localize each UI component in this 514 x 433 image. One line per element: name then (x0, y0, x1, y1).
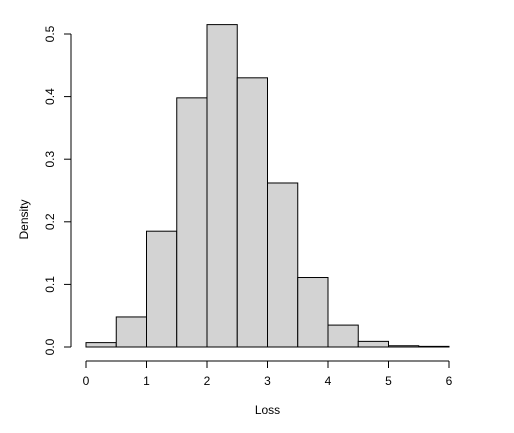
histogram-bar (388, 345, 420, 348)
histogram-bar (418, 345, 450, 348)
x-tick-label: 3 (264, 374, 271, 388)
histogram-bar (176, 97, 208, 348)
x-tick-label: 1 (143, 374, 150, 388)
histogram-bar (146, 230, 178, 348)
histogram-bar (327, 324, 359, 348)
histogram-bar (115, 316, 147, 348)
x-tick-label: 2 (204, 374, 211, 388)
x-tick-label: 0 (83, 374, 90, 388)
y-tick-label: 0.2 (43, 213, 57, 230)
y-tick-label: 0.1 (43, 276, 57, 293)
y-tick-label: 0.5 (43, 25, 57, 42)
y-tick-label: 0.3 (43, 151, 57, 168)
histogram-bar (236, 77, 268, 348)
x-tick-label: 6 (446, 374, 453, 388)
histogram-bar (206, 24, 238, 348)
x-tick-label: 4 (325, 374, 332, 388)
histogram-bar (267, 182, 299, 348)
histogram-bar (85, 342, 117, 348)
x-axis-title: Loss (255, 403, 280, 417)
y-axis: 0.0 0.1 0.2 0.3 0.4 0.5 (43, 25, 72, 355)
y-tick-label: 0.0 (43, 338, 57, 355)
x-axis: 0 1 2 3 4 5 6 (83, 360, 453, 388)
x-tick-label: 5 (385, 374, 392, 388)
y-tick-label: 0.4 (43, 88, 57, 105)
y-axis-title: Density (17, 199, 31, 239)
histogram-bar (357, 340, 389, 348)
histogram-bar (297, 277, 329, 348)
bars-group (85, 24, 450, 348)
